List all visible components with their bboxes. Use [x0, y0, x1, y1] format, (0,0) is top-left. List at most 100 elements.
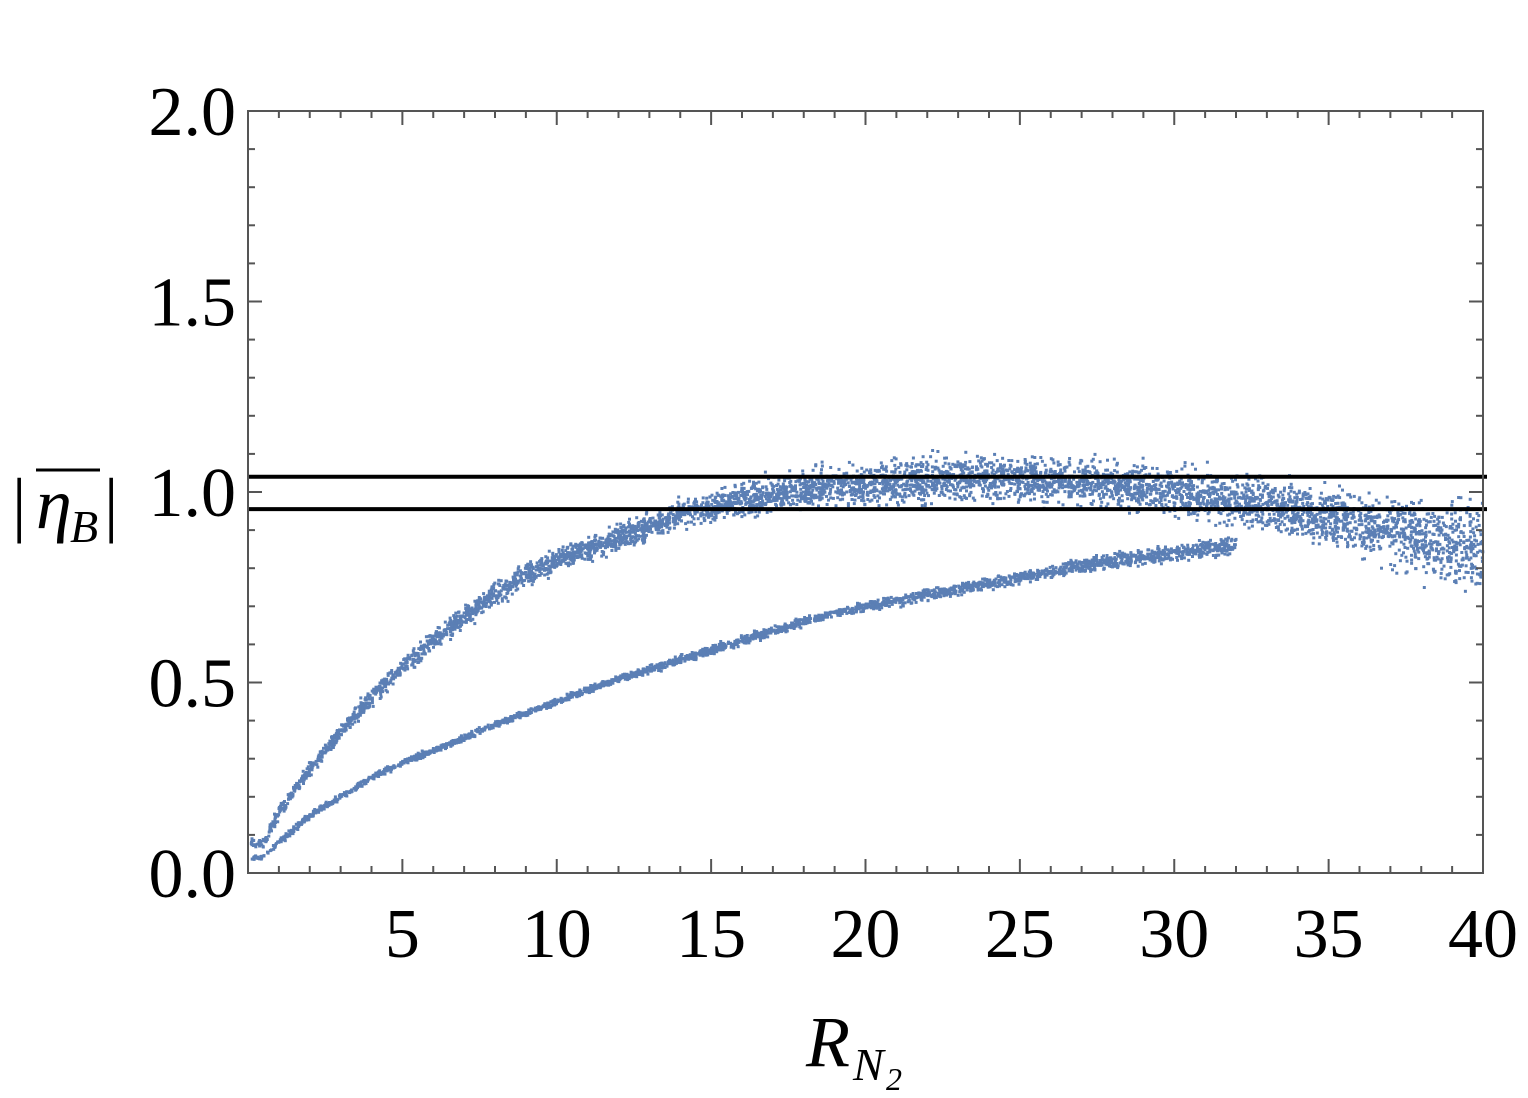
scatter-point [511, 585, 514, 589]
scatter-point [599, 545, 602, 549]
scatter-point [1439, 558, 1443, 562]
scatter-point [828, 490, 832, 494]
scatter-point [464, 603, 468, 607]
scatter-point [832, 480, 836, 483]
scatter-point [953, 488, 957, 491]
scatter-point [1399, 512, 1403, 516]
scatter-point [464, 609, 468, 613]
scatter-point [482, 596, 486, 600]
scatter-point [1406, 546, 1410, 550]
scatter-point [1446, 573, 1450, 577]
scatter-point [1418, 519, 1422, 523]
scatter-point [557, 548, 561, 551]
scatter-point [633, 524, 637, 528]
scatter-point [1332, 538, 1335, 542]
scatter-point [1246, 496, 1250, 500]
scatter-point [1329, 522, 1333, 526]
scatter-point [1165, 485, 1169, 489]
scatter-point [1476, 542, 1480, 546]
scatter-point [381, 690, 385, 694]
scatter-point [1025, 468, 1029, 472]
scatter-point [677, 502, 681, 506]
scatter-point [417, 660, 421, 664]
scatter-point [1346, 521, 1350, 525]
scatter-point [1341, 513, 1345, 517]
scatter-point [546, 556, 550, 560]
scatter-point [428, 634, 432, 638]
scatter-point [922, 491, 925, 495]
scatter-point [607, 543, 611, 547]
scatter-point [538, 568, 542, 572]
scatter-point [544, 562, 548, 566]
scatter-point [1016, 469, 1020, 473]
scatter-point [925, 491, 929, 495]
scatter-point [1343, 504, 1347, 508]
scatter-point [1442, 564, 1446, 568]
scatter-point [487, 589, 491, 593]
scatter-point [853, 498, 857, 502]
scatter-point [310, 766, 314, 770]
scatter-point [1097, 481, 1101, 485]
scatter-point [307, 772, 311, 776]
scatter-point [1479, 541, 1483, 544]
scatter-point [1471, 527, 1475, 531]
scatter-point [1265, 524, 1269, 527]
scatter-point [877, 468, 881, 472]
scatter-point [1312, 536, 1316, 540]
scatter-point [752, 482, 755, 486]
scatter-point [752, 499, 756, 503]
scatter-point [1259, 505, 1263, 509]
scatter-point [654, 528, 658, 532]
scatter-point [1049, 493, 1053, 497]
scatter-point [348, 725, 352, 729]
scatter-point [1440, 528, 1444, 532]
scatter-point [1117, 477, 1121, 481]
scatter-point [1172, 505, 1176, 509]
scatter-point [1360, 501, 1364, 505]
scatter-point [514, 588, 518, 592]
scatter-point [897, 477, 901, 481]
scatter-point [539, 558, 543, 562]
scatter-point [858, 486, 862, 489]
scatter-point [1190, 484, 1194, 488]
scatter-point [1012, 468, 1016, 472]
scatter-point [335, 729, 339, 732]
scatter-point [1227, 518, 1231, 522]
scatter-point [1063, 477, 1067, 481]
scatter-point [1086, 469, 1089, 473]
scatter-point [632, 543, 636, 547]
scatter-point [637, 537, 641, 541]
scatter-point [923, 502, 927, 506]
scatter-point [488, 599, 491, 603]
scatter-point [1451, 530, 1455, 534]
scatter-point [603, 545, 607, 549]
scatter-point [1011, 471, 1015, 475]
scatter-point [1329, 498, 1333, 502]
scatter-point [1468, 514, 1472, 518]
scatter-point [1479, 533, 1483, 537]
scatter-point [1323, 481, 1327, 484]
scatter-point [583, 557, 587, 561]
scatter-point [1429, 539, 1433, 543]
scatter-point [810, 491, 814, 495]
scatter-point [695, 510, 699, 514]
scatter-point [929, 479, 933, 483]
scatter-point [331, 737, 335, 741]
scatter-point [629, 537, 633, 541]
scatter-point [1030, 471, 1034, 475]
scatter-point [366, 692, 370, 696]
scatter-point [1348, 521, 1352, 525]
scatter-point [1396, 518, 1400, 522]
scatter-point [753, 496, 757, 500]
scatter-point [781, 482, 785, 486]
scatter-point [1455, 545, 1459, 549]
scatter-point [1313, 516, 1317, 520]
scatter-point [1450, 512, 1454, 516]
scatter-point [520, 581, 524, 585]
scatter-point [677, 515, 681, 519]
scatter-point [1446, 533, 1450, 537]
scatter-point [1164, 503, 1168, 507]
scatter-point [1009, 489, 1012, 492]
scatter-point [1358, 537, 1362, 541]
scatter-point [754, 492, 758, 496]
